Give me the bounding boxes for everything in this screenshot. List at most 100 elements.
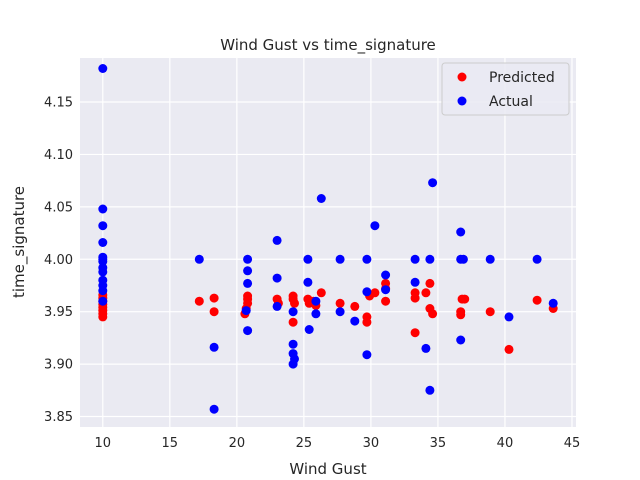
actual-point xyxy=(421,343,431,353)
y-tick-label: 4.10 xyxy=(44,148,73,163)
actual-point xyxy=(335,307,345,317)
actual-point xyxy=(548,298,558,308)
x-tick-label: 15 xyxy=(162,436,179,451)
predicted-point xyxy=(209,293,219,303)
actual-point xyxy=(98,296,108,306)
actual-point xyxy=(243,266,253,276)
predicted-point xyxy=(290,298,299,308)
x-tick-label: 45 xyxy=(564,436,581,451)
actual-point xyxy=(209,342,219,352)
x-tick-label: 30 xyxy=(363,436,380,451)
predicted-point xyxy=(288,317,298,327)
y-tick-label: 3.95 xyxy=(44,305,73,320)
x-axis-label: Wind Gust xyxy=(289,460,366,478)
predicted-point xyxy=(428,309,438,319)
actual-point xyxy=(362,350,372,360)
legend: Predicted Actual xyxy=(441,62,570,116)
actual-point xyxy=(381,270,391,280)
predicted-point xyxy=(288,291,298,301)
predicted-point xyxy=(456,310,466,320)
predicted-point xyxy=(485,307,495,317)
predicted-point xyxy=(425,278,435,288)
y-tick-label: 4.00 xyxy=(44,253,73,268)
x-axis-ticks: 10 15 20 25 30 35 40 45 xyxy=(95,436,581,451)
actual-point xyxy=(425,385,435,395)
series-actual xyxy=(98,64,558,414)
predicted-point xyxy=(460,294,470,304)
y-axis-ticks: 3.85 3.90 3.95 4.00 4.05 4.10 4.15 xyxy=(44,96,73,425)
actual-point xyxy=(304,325,314,334)
predicted-point xyxy=(410,328,420,338)
predicted-point xyxy=(362,317,372,327)
x-tick-label: 35 xyxy=(430,436,447,451)
actual-point xyxy=(381,285,391,295)
legend-label-predicted: Predicted xyxy=(489,70,555,86)
actual-point xyxy=(194,254,204,264)
predicted-point xyxy=(532,295,542,305)
actual-point xyxy=(98,238,108,247)
actual-point xyxy=(288,307,298,317)
actual-point xyxy=(504,312,514,322)
actual-point xyxy=(243,254,253,264)
actual-point xyxy=(350,316,360,326)
data-points xyxy=(98,64,558,414)
actual-point xyxy=(98,64,108,73)
y-tick-label: 4.05 xyxy=(44,200,73,215)
actual-point xyxy=(458,254,468,264)
legend-marker-actual xyxy=(457,96,467,106)
actual-point xyxy=(272,301,282,311)
predicted-point xyxy=(194,296,204,306)
actual-point xyxy=(311,309,321,319)
actual-point xyxy=(311,296,321,306)
predicted-point xyxy=(243,291,253,301)
predicted-point xyxy=(421,288,431,298)
actual-point xyxy=(288,359,298,369)
y-tick-label: 3.85 xyxy=(44,410,73,425)
predicted-point xyxy=(370,288,380,298)
actual-point xyxy=(456,227,466,237)
actual-point xyxy=(362,254,372,264)
x-tick-label: 10 xyxy=(95,436,112,451)
predicted-point xyxy=(335,298,345,308)
predicted-point xyxy=(316,288,326,298)
y-tick-label: 4.15 xyxy=(44,96,73,111)
predicted-point xyxy=(410,293,420,303)
legend-label-actual: Actual xyxy=(489,94,533,110)
actual-point xyxy=(370,221,380,231)
plot-background xyxy=(80,58,576,427)
actual-point xyxy=(410,277,420,287)
actual-point xyxy=(485,254,495,264)
actual-point xyxy=(303,277,313,287)
actual-point xyxy=(272,235,282,245)
y-tick-label: 3.90 xyxy=(44,358,73,373)
actual-point xyxy=(209,404,219,414)
actual-point xyxy=(98,256,108,266)
chart-title: Wind Gust vs time_signature xyxy=(220,36,436,55)
legend-marker-predicted xyxy=(457,72,467,82)
actual-point xyxy=(241,306,251,316)
actual-point xyxy=(303,254,313,264)
legend-box xyxy=(441,62,570,116)
actual-point xyxy=(456,335,466,345)
actual-point xyxy=(532,254,542,264)
actual-point xyxy=(98,221,108,231)
x-tick-label: 25 xyxy=(296,436,313,451)
x-tick-label: 20 xyxy=(229,436,246,451)
x-tick-label: 40 xyxy=(497,436,514,451)
actual-point xyxy=(243,278,253,288)
actual-point xyxy=(316,194,326,203)
actual-point xyxy=(98,204,108,214)
actual-point xyxy=(425,254,435,264)
actual-point xyxy=(410,254,420,264)
actual-point xyxy=(243,326,253,336)
actual-point xyxy=(98,267,108,277)
actual-point xyxy=(335,254,345,264)
predicted-point xyxy=(350,301,360,311)
predicted-point xyxy=(209,307,219,317)
actual-point xyxy=(288,339,298,349)
actual-point xyxy=(272,273,282,283)
actual-point xyxy=(98,286,108,296)
predicted-point xyxy=(504,344,514,354)
series-predicted xyxy=(98,278,558,354)
